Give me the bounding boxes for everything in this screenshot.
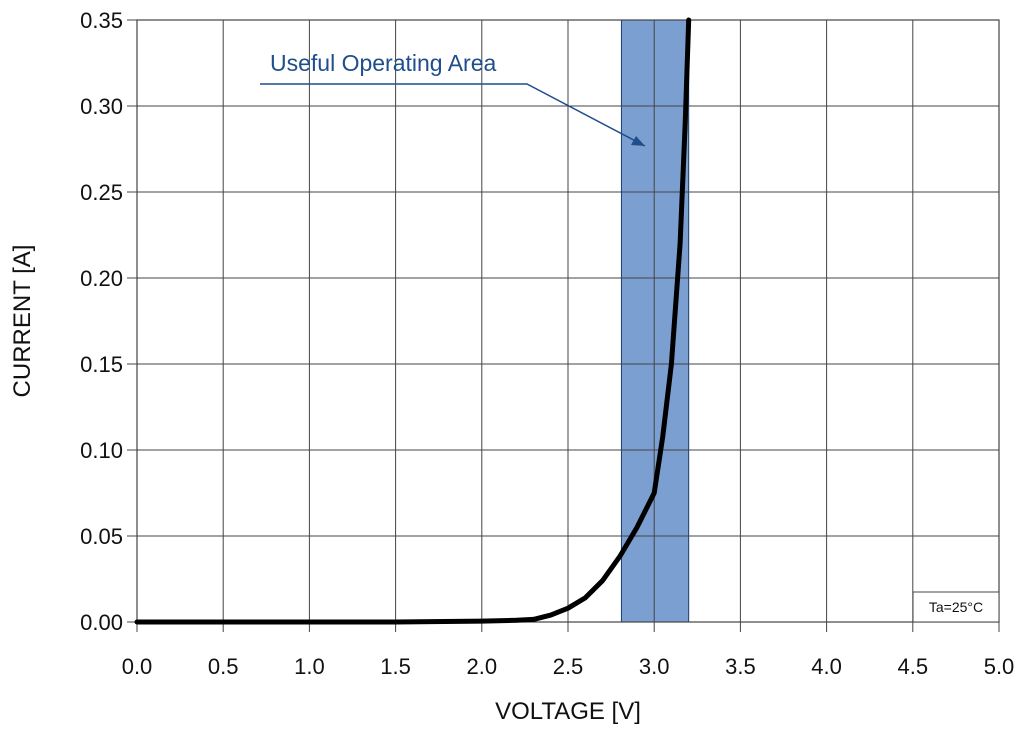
y-tick-label: 0.30: [80, 94, 123, 119]
x-tick-labels: 0.0 0.5 1.0 1.5 2.0 2.5 3.0 3.5 4.0 4.5 5.0: [122, 654, 1015, 679]
annotation-label: Useful Operating Area: [270, 50, 497, 76]
x-tick-label: 2.0: [467, 654, 498, 679]
y-tick-label: 0.35: [80, 8, 123, 33]
grid: [127, 19, 1000, 632]
x-axis-title: VOLTAGE [V]: [495, 698, 641, 725]
x-tick-label: 3.5: [725, 654, 756, 679]
annotation: Useful Operating Area: [260, 50, 646, 147]
y-tick-label: 0.10: [80, 438, 123, 463]
x-tick-label: 1.0: [294, 654, 325, 679]
x-tick-label: 0.0: [122, 654, 153, 679]
x-tick-label: 0.5: [208, 654, 239, 679]
y-tick-labels: 0.00 0.05 0.10 0.15 0.20 0.25 0.30 0.35: [80, 8, 123, 635]
y-tick-label: 0.05: [80, 524, 123, 549]
x-tick-label: 3.0: [639, 654, 670, 679]
x-tick-label: 1.5: [380, 654, 411, 679]
iv-curve-line: [134, 17, 692, 625]
y-tick-label: 0.20: [80, 266, 123, 291]
y-axis-title: CURRENT [A]: [9, 245, 36, 398]
condition-label: Ta=25°C: [929, 599, 983, 615]
condition-box: Ta=25°C: [912, 591, 1000, 623]
x-tick-label: 2.5: [553, 654, 584, 679]
y-tick-label: 0.15: [80, 352, 123, 377]
x-tick-label: 4.5: [898, 654, 929, 679]
x-tick-label: 4.0: [811, 654, 842, 679]
annotation-leader-line: [260, 83, 646, 147]
y-tick-label: 0.25: [80, 180, 123, 205]
x-tick-label: 5.0: [984, 654, 1015, 679]
annotation-arrowhead: [631, 136, 645, 146]
y-tick-label: 0.00: [80, 610, 123, 635]
plot-frame: [136, 19, 1000, 623]
operating-area-band: [620, 19, 690, 623]
